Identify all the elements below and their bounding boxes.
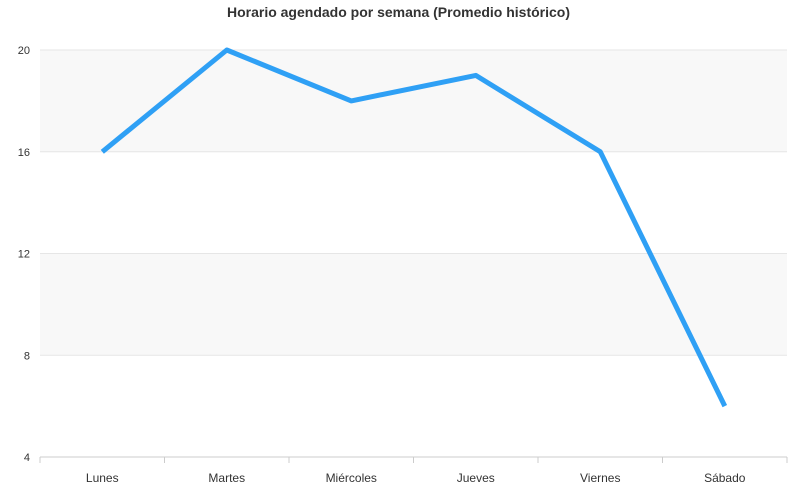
- x-axis: [39, 456, 788, 463]
- x-tick-label: Sábado: [704, 471, 746, 485]
- chart-title: Horario agendado por semana (Promedio hi…: [226, 4, 571, 20]
- y-tick-label: 16: [18, 147, 30, 159]
- x-tick-label: Lunes: [86, 471, 119, 485]
- gridlines: [40, 49, 787, 356]
- y-tick-label: 12: [18, 249, 30, 261]
- series-group: [100, 47, 728, 408]
- y-tick-label: 4: [24, 452, 30, 464]
- series-line[interactable]: [100, 47, 728, 408]
- x-tick-labels: Lunes Martes Miércoles Jueves Viernes Sábado: [86, 471, 746, 485]
- grid-band: [40, 50, 787, 152]
- y-tick-label: 8: [24, 350, 30, 362]
- x-tick-label: Viernes: [580, 471, 620, 485]
- x-tick-label: Martes: [208, 471, 245, 485]
- y-tick-label: 20: [18, 45, 30, 57]
- x-tick-label: Jueves: [457, 471, 495, 485]
- x-tick-label: Miércoles: [326, 471, 377, 485]
- y-tick-labels: 4 8 12 16 20: [18, 45, 30, 464]
- grid-band: [40, 253, 787, 356]
